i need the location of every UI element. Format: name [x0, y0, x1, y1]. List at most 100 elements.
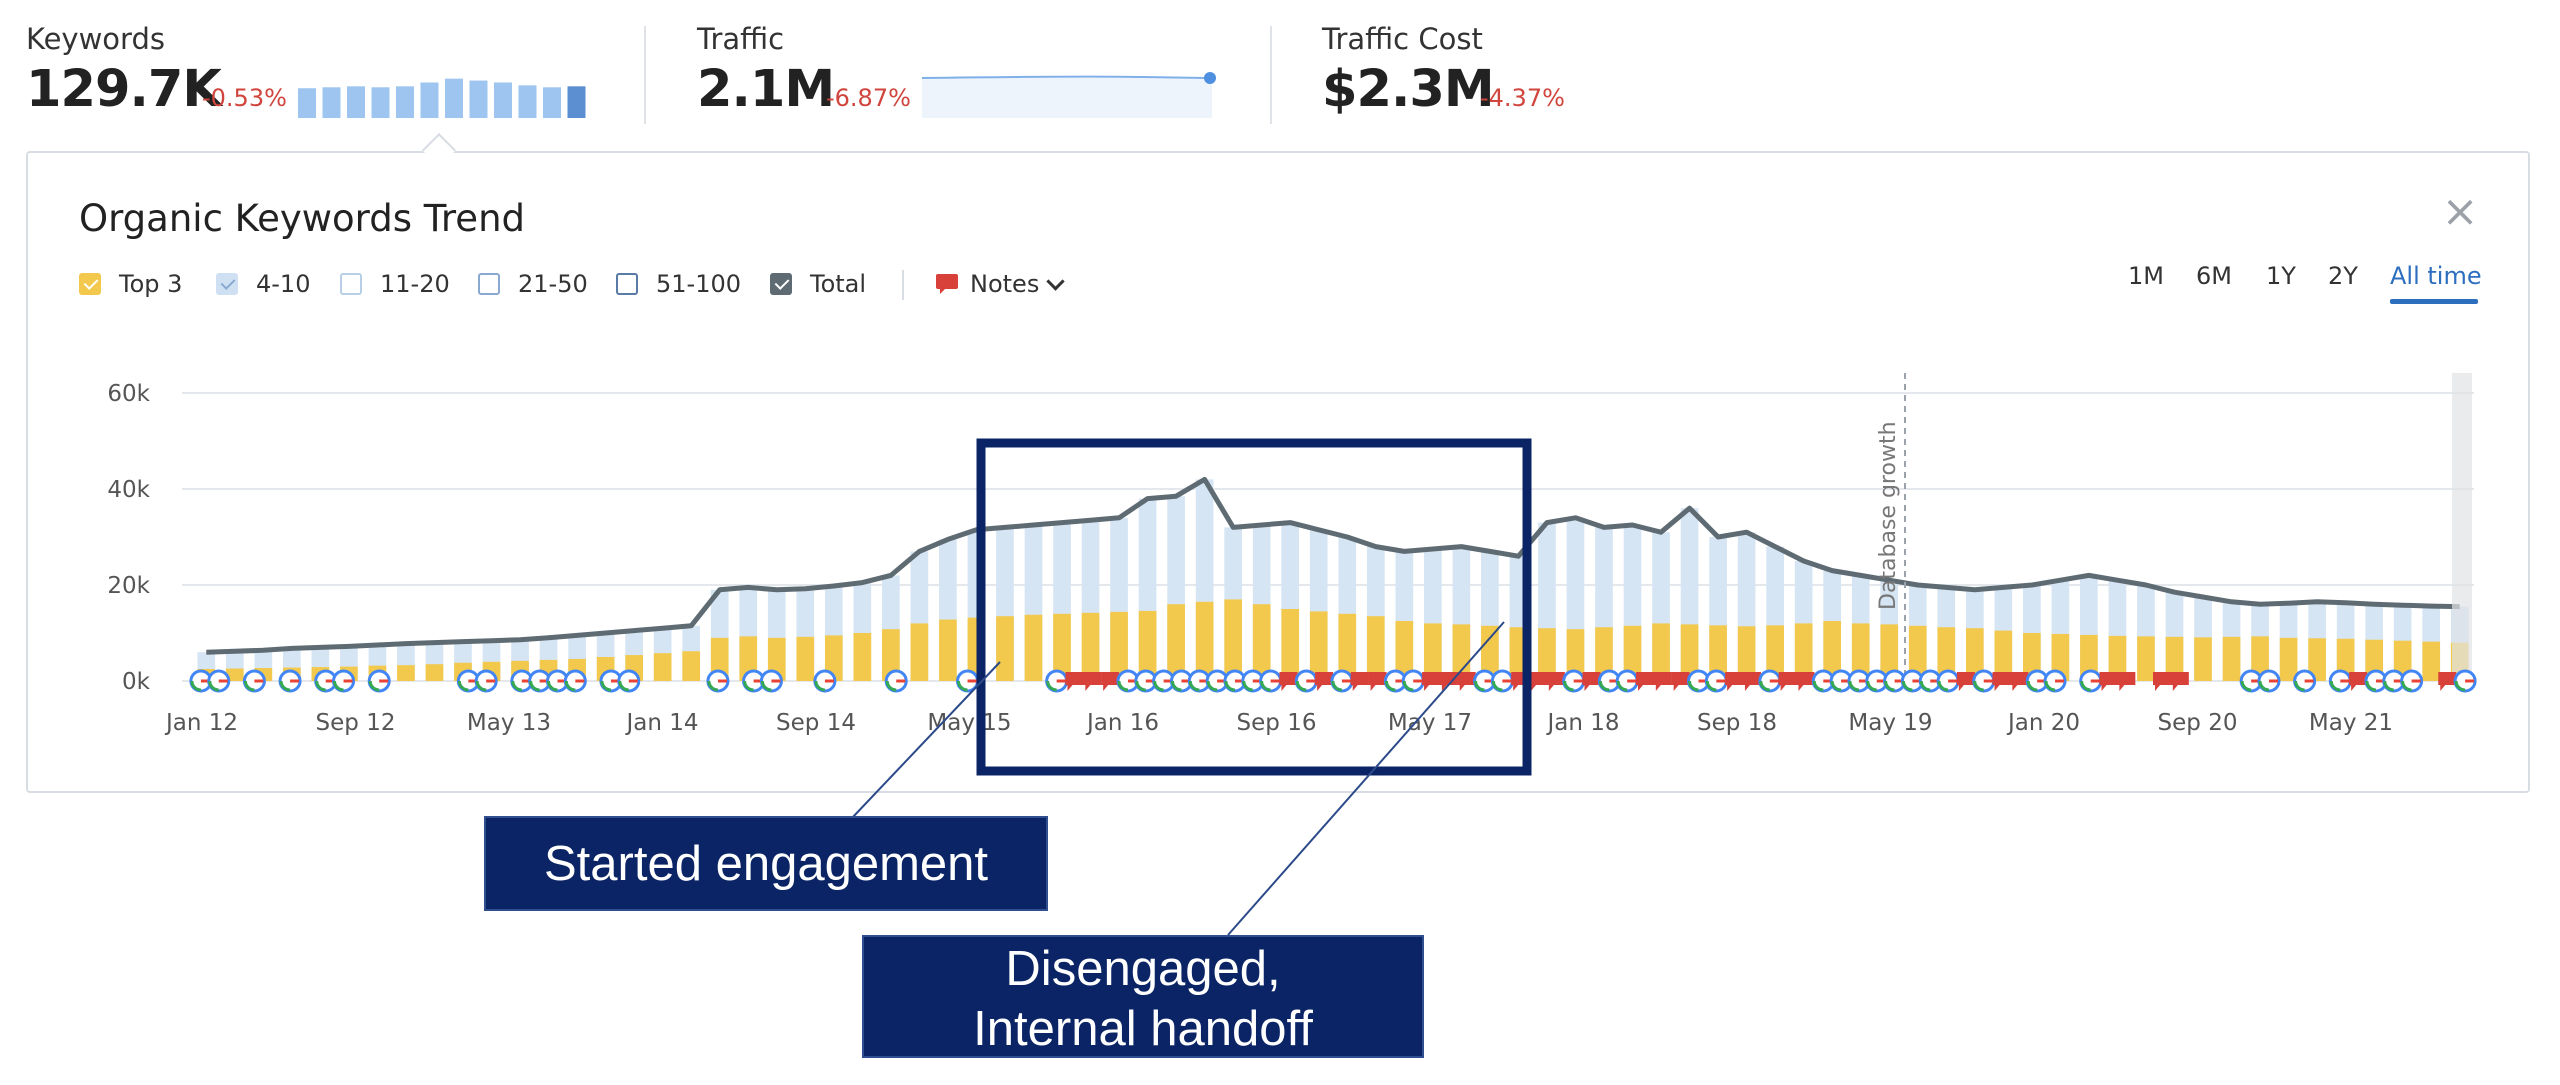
note-marker-icon — [1315, 672, 1334, 691]
bar-top3 — [1366, 616, 1385, 681]
sparkline-endpoint — [1204, 72, 1216, 84]
legend-51-100[interactable]: 51-100 — [616, 266, 741, 302]
bar-top3 — [853, 633, 872, 681]
note-marker-icon — [1368, 672, 1387, 691]
bar-top3 — [2308, 638, 2326, 681]
bar-top3 — [2279, 637, 2298, 681]
bar-top3 — [1538, 628, 1556, 681]
range-all-time[interactable]: All time — [2390, 262, 2482, 290]
bar-top3 — [397, 665, 415, 681]
bar-top3 — [2051, 633, 2070, 681]
bar-top3 — [1138, 610, 1157, 681]
bar-top3 — [882, 629, 900, 681]
bar-top3 — [824, 635, 843, 681]
close-button[interactable]: × — [2441, 186, 2479, 237]
bar-top3 — [1652, 623, 1670, 681]
bar-top3 — [2080, 634, 2098, 681]
bar-top3 — [1566, 629, 1585, 681]
note-marker-icon — [1546, 672, 1565, 691]
bar-top3 — [1053, 613, 1071, 681]
keywords-sparkline — [298, 78, 586, 118]
legend-top3[interactable]: Top 3 — [79, 266, 182, 302]
highlight-box — [976, 438, 1532, 776]
callout-text: Internal handoff — [973, 1002, 1313, 1056]
x-tick-label: May 17 — [1388, 710, 1472, 736]
range-6m[interactable]: 6M — [2196, 262, 2232, 290]
legend-11-20[interactable]: 11-20 — [340, 266, 450, 302]
metric-delta: -4.37% — [1480, 84, 1565, 112]
notes-label: Notes — [970, 270, 1040, 298]
x-tick-label: Sep 20 — [2158, 710, 2238, 736]
x-tick-label: Sep 16 — [1237, 710, 1317, 736]
range-2y[interactable]: 2Y — [2328, 262, 2358, 290]
note-marker-icon — [1778, 672, 1797, 691]
bar-top3 — [1481, 625, 1499, 681]
google-update-icon — [706, 669, 730, 693]
note-marker-icon — [2170, 672, 2189, 691]
bar-top3 — [1766, 625, 1784, 681]
google-update-icon — [563, 669, 587, 693]
google-update-icon — [1473, 669, 1497, 693]
bar-top3 — [1709, 625, 1727, 681]
sparkline-bar — [445, 78, 463, 118]
note-marker-icon — [1956, 672, 1975, 691]
bar-top3 — [1281, 609, 1300, 681]
note-marker-icon — [1279, 672, 1298, 691]
legend-divider — [902, 270, 904, 300]
legend-label: 51-100 — [656, 270, 742, 298]
note-marker-icon — [1529, 672, 1548, 691]
sparkline-area — [922, 78, 1212, 118]
bar-top3 — [1737, 626, 1756, 681]
bar-top3 — [2023, 633, 2041, 681]
legend-21-50[interactable]: 21-50 — [478, 266, 588, 302]
google-update-icon — [813, 669, 837, 693]
note-marker-icon — [1671, 672, 1690, 691]
bar-top3 — [653, 653, 672, 681]
bar-top3 — [2251, 636, 2269, 681]
bar-top3 — [1680, 624, 1699, 681]
sparkline-bar — [347, 86, 365, 118]
note-marker-icon — [2349, 672, 2368, 691]
checkbox-icon — [478, 273, 500, 295]
y-tick-label: 40k — [107, 477, 150, 503]
range-1y[interactable]: 1Y — [2266, 262, 2296, 290]
bar-top3 — [1024, 614, 1043, 681]
metric-value: 2.1M — [697, 60, 835, 119]
google-update-icon — [2239, 669, 2263, 693]
note-marker-icon — [1350, 672, 1369, 691]
google-update-icon — [2400, 669, 2424, 693]
legend-total[interactable]: Total — [770, 266, 866, 302]
google-update-icon — [1045, 669, 1069, 693]
sparkline-bar — [371, 87, 390, 118]
bar-top3 — [1195, 601, 1214, 681]
callout-disengaged: Disengaged, Internal handoff — [862, 935, 1424, 1058]
bar-top3 — [939, 619, 957, 681]
panel-title: Organic Keywords Trend — [79, 197, 526, 240]
bar-top3 — [682, 651, 701, 681]
x-tick-label: May 21 — [2309, 710, 2393, 736]
google-update-icon — [474, 669, 498, 693]
bar-top3 — [1908, 625, 1927, 681]
sparkline-bar — [298, 88, 316, 118]
google-update-icon — [759, 669, 783, 693]
metric-divider — [644, 26, 646, 124]
x-tick-label: May 19 — [1848, 710, 1932, 736]
google-update-icon — [2043, 669, 2067, 693]
google-update-icon — [189, 669, 213, 693]
note-marker-icon — [1101, 672, 1120, 691]
sparkline-bar — [494, 82, 512, 118]
google-update-icon — [367, 669, 391, 693]
bar-top3 — [1937, 627, 1956, 681]
google-update-icon — [528, 669, 552, 693]
sparkline-line — [921, 75, 1211, 79]
google-update-icon — [1169, 669, 1193, 693]
range-1m[interactable]: 1M — [2128, 262, 2164, 290]
y-tick-label: 60k — [107, 381, 150, 407]
metric-label: Traffic — [697, 22, 785, 56]
legend-label: Total — [810, 270, 867, 298]
metric-divider — [1270, 26, 1272, 124]
notes-dropdown[interactable]: Notes — [934, 266, 1066, 302]
bar-top3 — [1309, 611, 1328, 681]
legend-4-10[interactable]: 4-10 — [216, 266, 310, 302]
legend-label: Top 3 — [119, 270, 183, 298]
